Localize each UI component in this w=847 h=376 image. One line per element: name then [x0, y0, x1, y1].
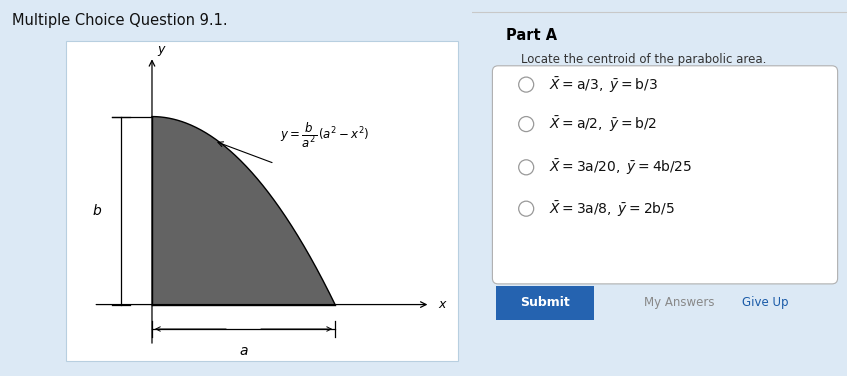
Text: $\bar{X} = 3\mathrm{a}/20,\ \bar{y} = 4\mathrm{b}/25$: $\bar{X} = 3\mathrm{a}/20,\ \bar{y} = 4\… — [549, 158, 692, 177]
Text: Multiple Choice Question 9.1.: Multiple Choice Question 9.1. — [12, 13, 227, 28]
Text: $b$: $b$ — [92, 203, 102, 218]
Text: $\bar{X} = \mathrm{a}/3,\ \bar{y} = \mathrm{b}/3$: $\bar{X} = \mathrm{a}/3,\ \bar{y} = \mat… — [549, 75, 658, 94]
FancyBboxPatch shape — [492, 66, 838, 284]
Text: $y = \dfrac{b}{a^2}\,(a^2 - x^2)$: $y = \dfrac{b}{a^2}\,(a^2 - x^2)$ — [280, 121, 369, 150]
Text: Part A: Part A — [506, 28, 556, 43]
Text: Give Up: Give Up — [742, 296, 789, 309]
Text: $a$: $a$ — [239, 344, 248, 358]
Text: $x$: $x$ — [438, 298, 447, 311]
Text: $\bar{X} = 3\mathrm{a}/8,\ \bar{y} = 2\mathrm{b}/5$: $\bar{X} = 3\mathrm{a}/8,\ \bar{y} = 2\m… — [549, 199, 675, 218]
Text: Locate the centroid of the parabolic area.: Locate the centroid of the parabolic are… — [521, 53, 766, 66]
Text: Submit: Submit — [520, 296, 570, 309]
Polygon shape — [152, 117, 335, 305]
FancyBboxPatch shape — [496, 286, 594, 320]
FancyBboxPatch shape — [66, 41, 457, 361]
Text: $y$: $y$ — [158, 44, 168, 58]
Text: $\bar{X} = \mathrm{a}/2,\ \bar{y} = \mathrm{b}/2$: $\bar{X} = \mathrm{a}/2,\ \bar{y} = \mat… — [549, 114, 656, 134]
Text: My Answers: My Answers — [645, 296, 715, 309]
